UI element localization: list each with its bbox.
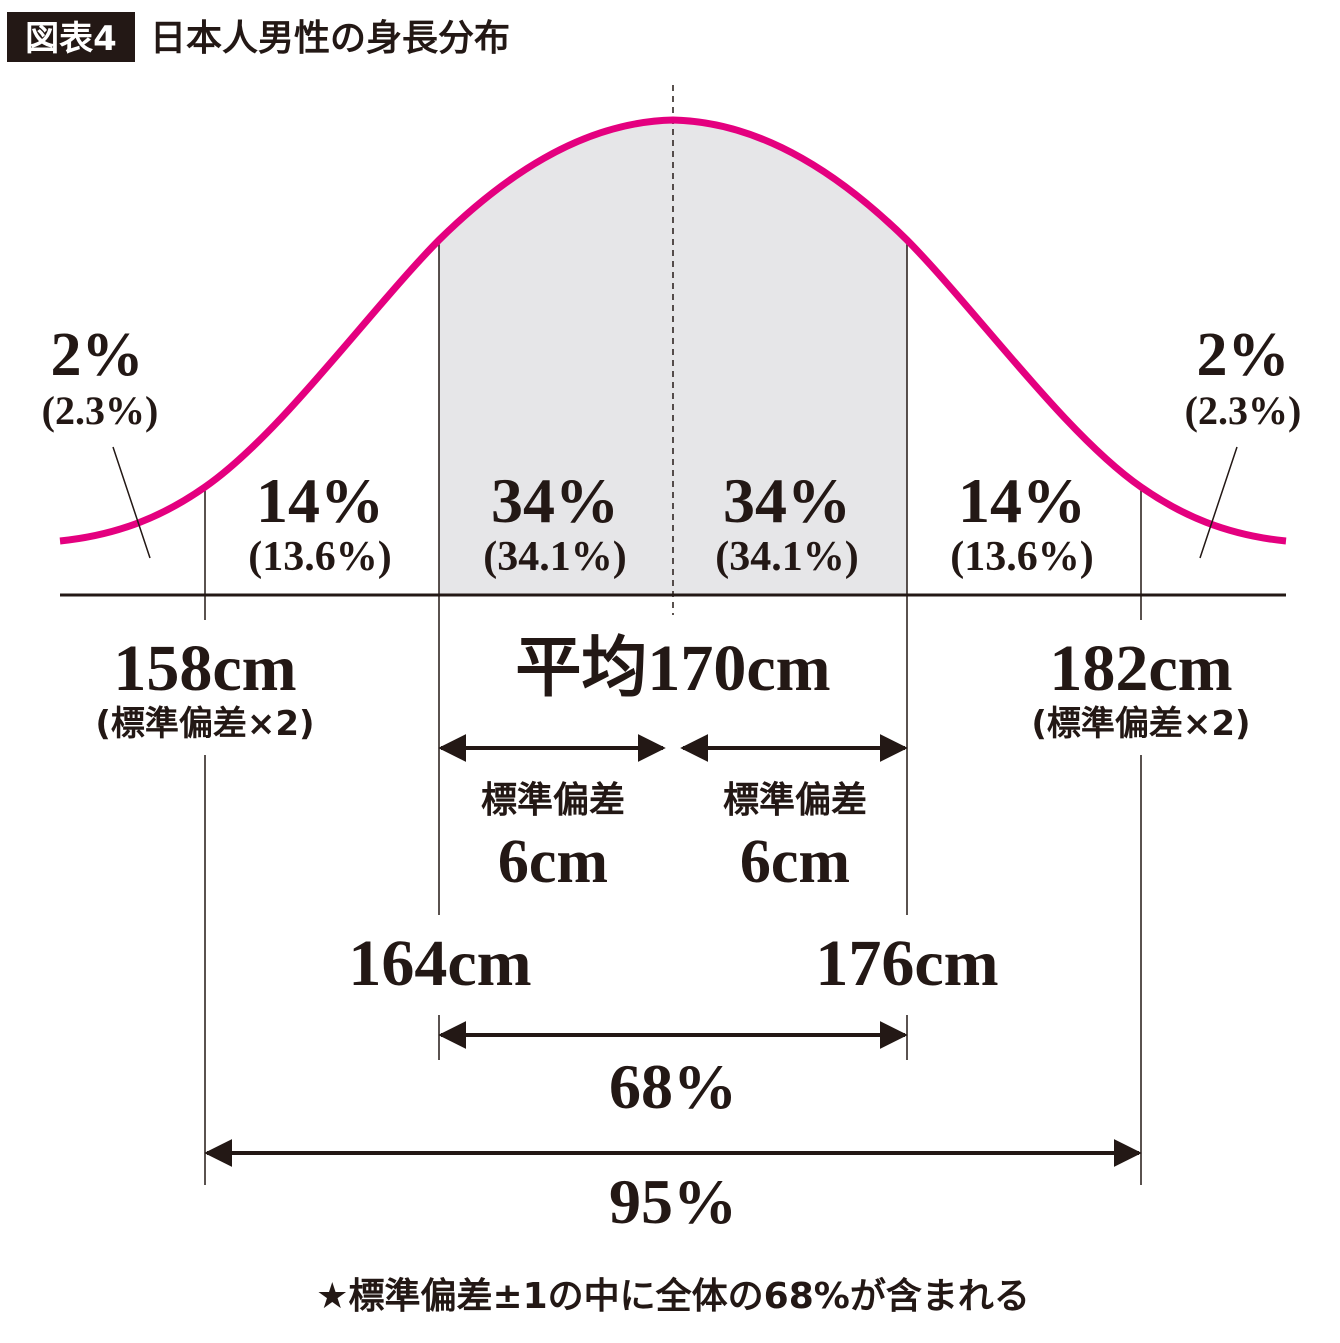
label-158cm: 158cm bbox=[113, 632, 296, 705]
segment-pct: 2% bbox=[1197, 321, 1290, 389]
figure-badge bbox=[7, 12, 135, 62]
sd-value: 6cm bbox=[740, 828, 850, 896]
shaded-one-sd-area bbox=[439, 120, 907, 595]
label-158cm-note: (標準偏差×2) bbox=[95, 704, 314, 744]
segment-pct: 34% bbox=[491, 465, 619, 536]
label-182cm: 182cm bbox=[1049, 632, 1232, 705]
label-mean: 平均170cm bbox=[515, 632, 830, 705]
sd-value: 6cm bbox=[498, 828, 608, 896]
bell-curve bbox=[59, 116, 1287, 545]
segment-exact: (13.6%) bbox=[950, 534, 1093, 580]
label-164cm: 164cm bbox=[348, 927, 531, 1000]
range-68-label: 68% bbox=[609, 1051, 737, 1122]
range-95-label: 95% bbox=[609, 1166, 737, 1237]
figure-badge-text: 図表4 bbox=[25, 19, 117, 59]
segment-exact: (34.1%) bbox=[715, 534, 858, 580]
chart-title: 日本人男性の身長分布 bbox=[150, 18, 510, 59]
segment-pct: 14% bbox=[256, 465, 384, 536]
left-tail-pointer bbox=[112, 446, 151, 559]
segment-pct: 34% bbox=[723, 465, 851, 536]
footer-note: ★標準偏差±1の中に全体の68%が含まれる bbox=[316, 1275, 1030, 1317]
segment-exact: (2.3%) bbox=[42, 388, 159, 433]
segment-pct: 14% bbox=[958, 465, 1086, 536]
right-tail-pointer bbox=[1199, 446, 1238, 559]
segment-exact: (2.3%) bbox=[1185, 388, 1302, 433]
segment-pct: 2% bbox=[51, 321, 144, 389]
segment-labels: 2% (2.3%) 14% (13.6%) 34% (34.1%) 34% (3… bbox=[42, 321, 1302, 580]
segment-exact: (13.6%) bbox=[248, 534, 391, 580]
label-176cm: 176cm bbox=[815, 927, 998, 1000]
sd-label: 標準偏差 bbox=[723, 780, 867, 821]
label-182cm-note: (標準偏差×2) bbox=[1031, 704, 1250, 744]
segment-exact: (34.1%) bbox=[483, 534, 626, 580]
sd-label: 標準偏差 bbox=[481, 780, 625, 821]
